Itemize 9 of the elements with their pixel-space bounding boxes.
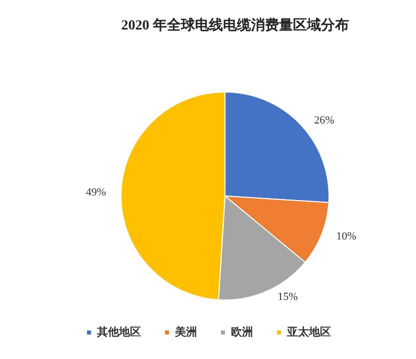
legend-label: 亚太地区 [286,326,331,338]
data-label: 10% [336,230,356,242]
legend-label: 美洲 [174,326,197,338]
legend-label: 其他地区 [96,326,141,338]
legend-label: 欧洲 [231,326,253,338]
data-label: 26% [314,114,334,127]
data-label: 15% [278,290,298,303]
chart-title: 2020 年全球电线电缆消费量区域分布 [121,18,349,34]
data-label: 49% [86,186,106,199]
